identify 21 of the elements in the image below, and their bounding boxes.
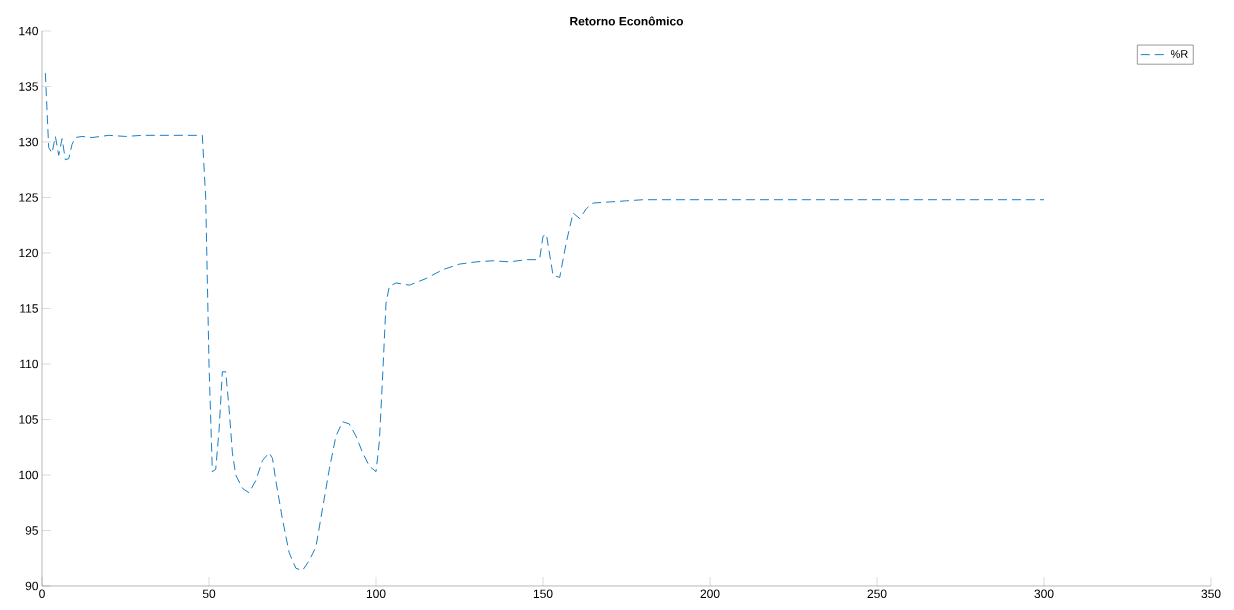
x-tick-label: 50 [202,589,216,599]
x-tick-label: 250 [867,589,887,599]
x-tick-label: 0 [39,589,45,599]
y-tick-label: 105 [19,415,38,424]
x-tick-label: 300 [1034,589,1054,599]
chart-title: Retorno Econômico [570,16,684,26]
x-tick-label: 350 [1201,589,1221,599]
y-tick-label: 110 [20,359,39,369]
legend-label: %R [1170,50,1188,58]
y-tick-label: 125 [19,193,38,202]
y-tick-label: 115 [20,304,38,313]
y-tick-label: 100 [19,470,39,480]
x-tick-label: 150 [533,589,553,599]
y-tick-label: 120 [19,248,39,258]
y-tick-label: 130 [19,137,39,147]
y-tick-label: 135 [19,82,38,91]
y-tick-label: 90 [25,581,39,591]
x-tick-label: 200 [700,589,720,599]
y-tick-label: 95 [25,526,38,535]
y-tick-label: 140 [19,26,39,36]
x-tick-label: 100 [366,589,386,599]
